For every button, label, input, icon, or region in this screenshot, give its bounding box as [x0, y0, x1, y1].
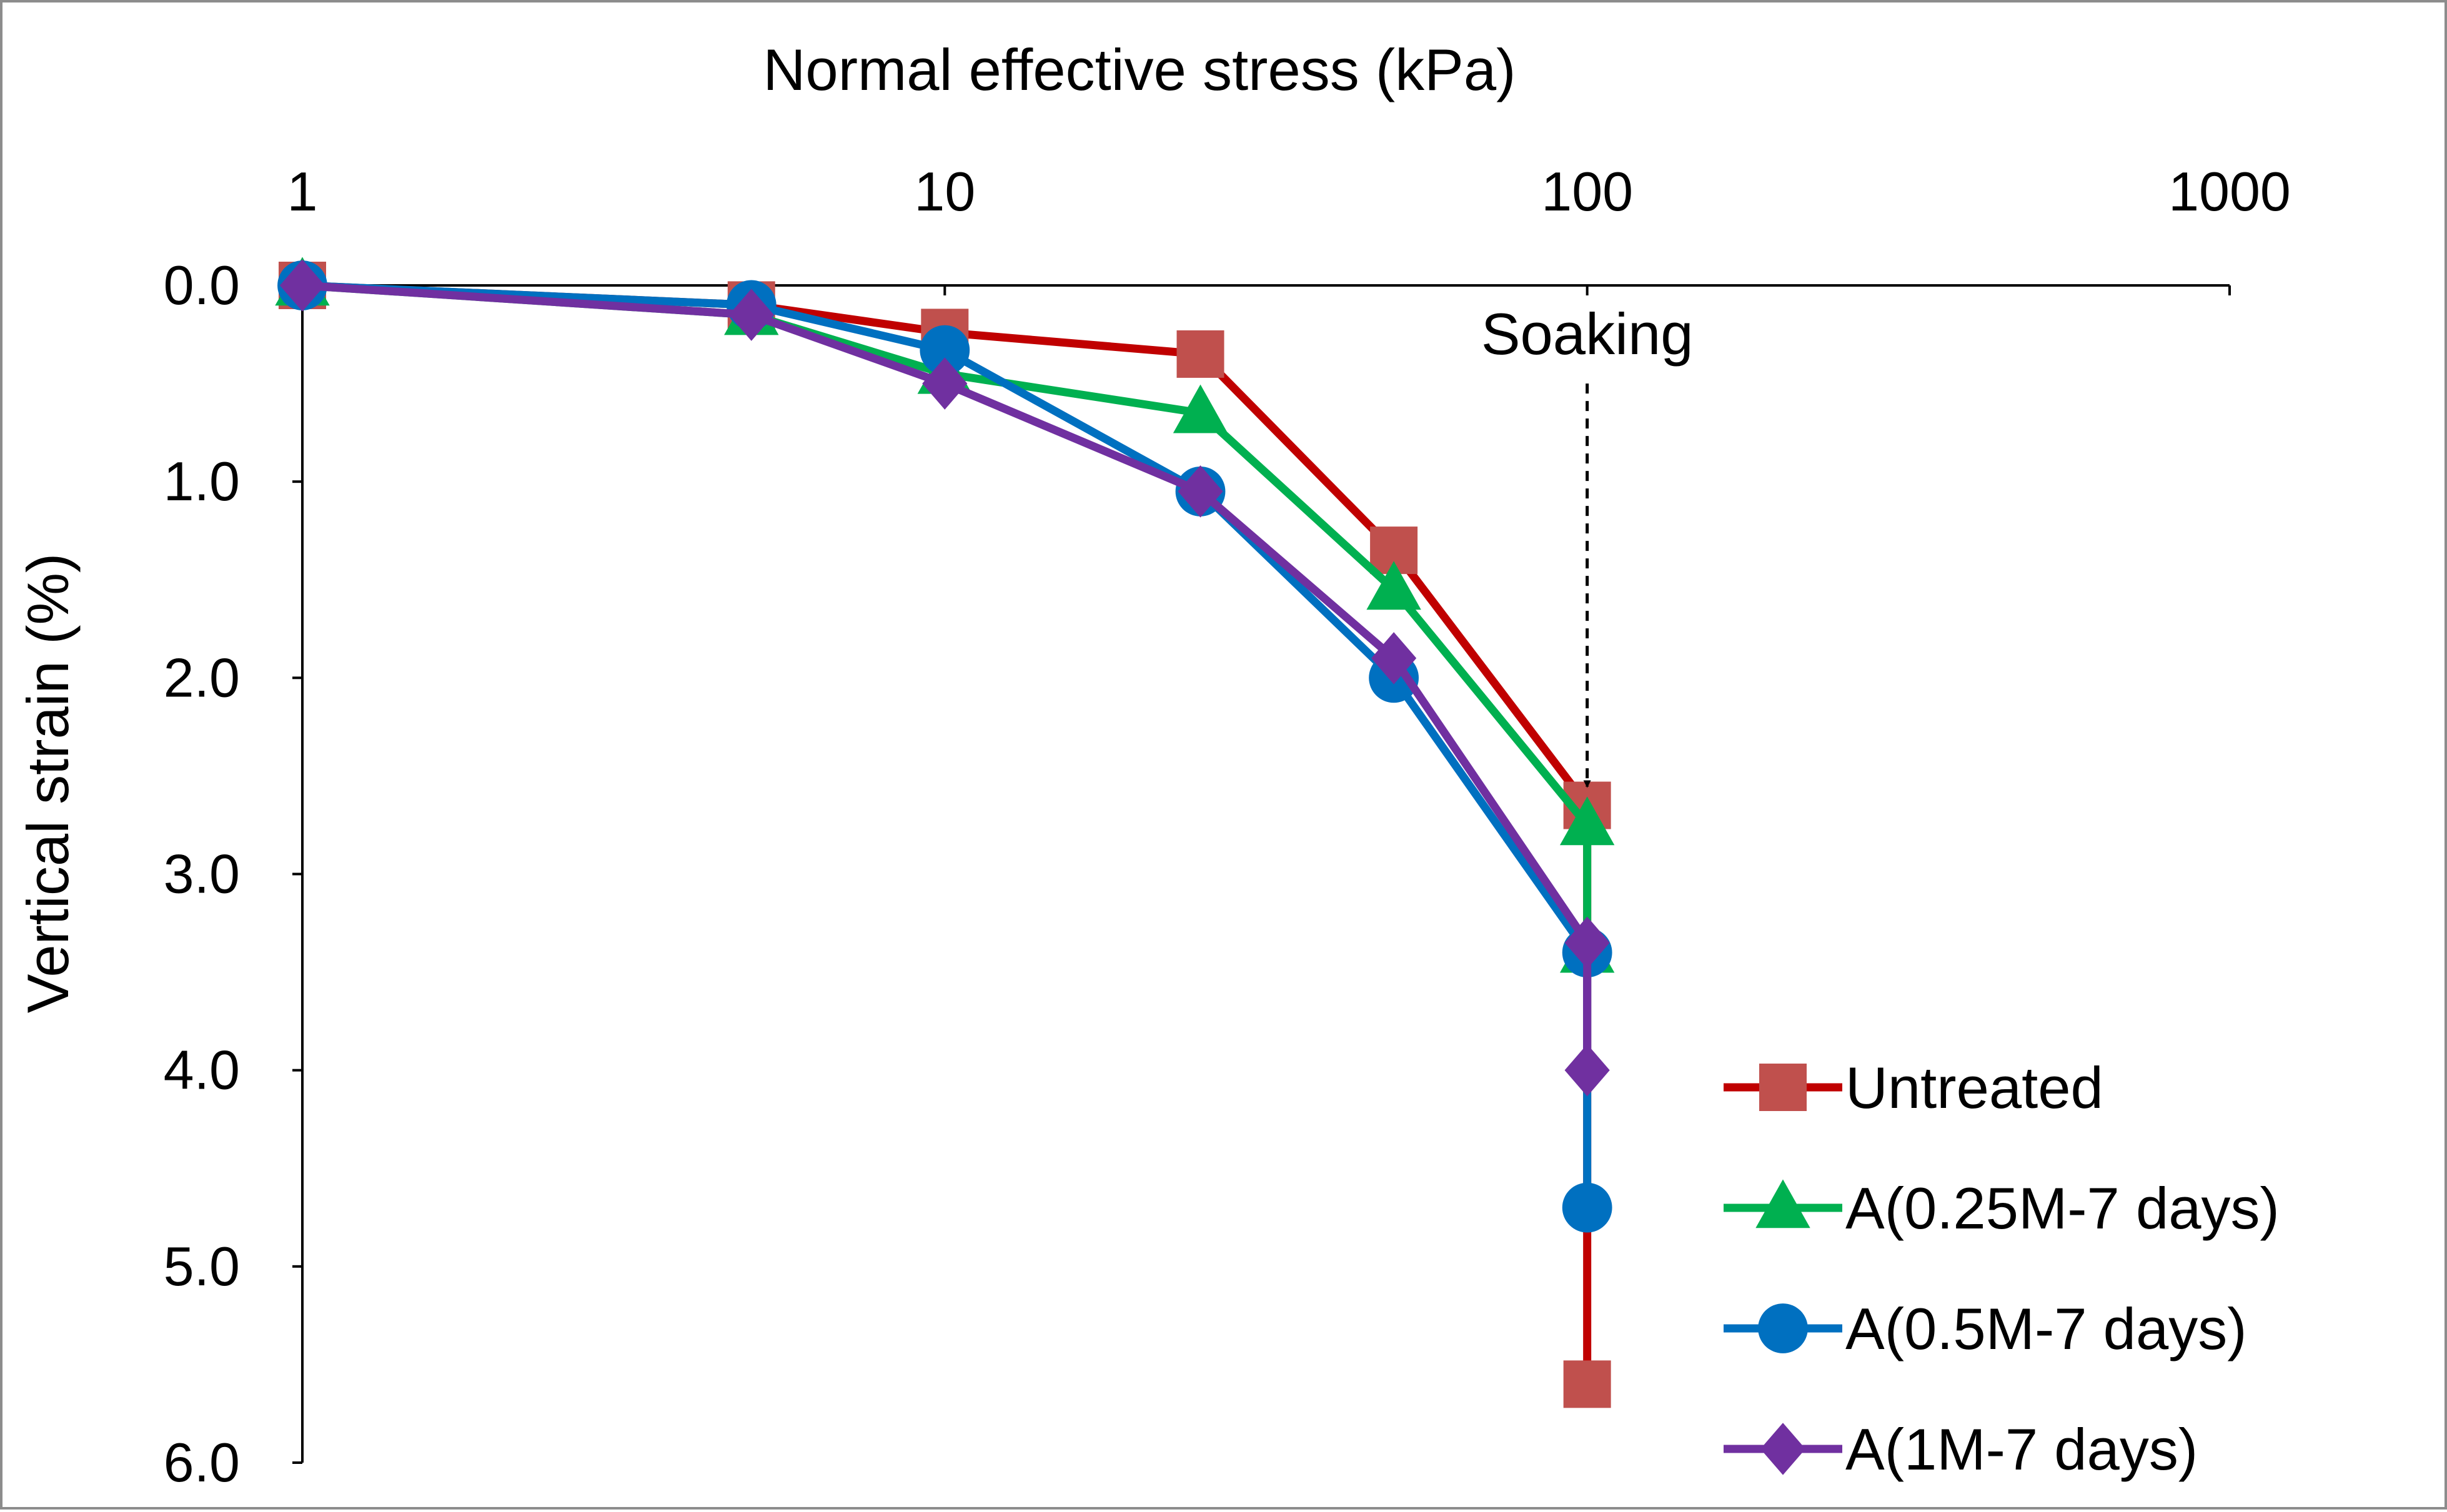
legend-label: A(1M-7 days) [1845, 1416, 2198, 1482]
legend-item: A(0.25M-7 days) [1724, 1175, 2280, 1241]
data-point [1564, 1044, 1610, 1097]
data-point [1178, 465, 1223, 518]
x-tick-label: 100 [1541, 161, 1633, 222]
series-layer [275, 257, 1615, 1408]
series-line [302, 281, 1592, 1385]
data-point [1366, 561, 1421, 610]
y-tick-label: 1.0 [164, 450, 240, 512]
data-point [922, 357, 968, 410]
data-point [1563, 1360, 1611, 1408]
x-axis-title: Normal effective stress (kPa) [763, 37, 1516, 102]
data-point [1559, 796, 1615, 846]
series-1 [279, 262, 1611, 1408]
legend-item: A(1M-7 days) [1724, 1416, 2198, 1482]
axes: 1 10 100 1000 0.0 1.0 2.0 3.0 4.0 5.0 6.0 [164, 161, 2291, 1493]
y-tick-label: 4.0 [164, 1039, 240, 1101]
series-4 [279, 259, 1610, 1097]
legend-swatch-marker [1759, 1064, 1807, 1111]
data-point [1173, 384, 1228, 433]
y-tick-label: 3.0 [164, 843, 240, 905]
y-tick-label: 2.0 [164, 646, 240, 708]
data-point [1562, 1182, 1612, 1233]
legend-item: A(0.5M-7 days) [1724, 1296, 2247, 1361]
annotation-label: Soaking [1481, 301, 1694, 367]
legend: Untreated A(0.25M-7 days) A(0.5M-7 days) A(… [1724, 1055, 2280, 1482]
data-point [1564, 916, 1610, 969]
series-line [302, 281, 1592, 1208]
y-tick-label: 0.0 [164, 254, 240, 316]
data-point [920, 325, 970, 375]
legend-swatch-marker [1755, 1179, 1810, 1228]
legend-label: Untreated [1845, 1055, 2103, 1120]
y-tick-label: 6.0 [164, 1431, 240, 1493]
annotation-layer: Soaking [1481, 301, 1694, 788]
legend-swatch-marker [1758, 1303, 1808, 1353]
y-axis-title: Vertical strain (%) [15, 553, 81, 1014]
x-tick-label: 1000 [2168, 161, 2291, 222]
data-point [728, 289, 774, 341]
x-tick-label: 1 [287, 161, 318, 222]
x-tick-label: 10 [914, 161, 975, 222]
data-point [1176, 330, 1224, 378]
legend-swatch-marker [1760, 1423, 1806, 1475]
legend-label: A(0.25M-7 days) [1845, 1175, 2280, 1241]
data-point [279, 259, 325, 312]
y-tick-label: 5.0 [164, 1235, 240, 1297]
legend-label: A(0.5M-7 days) [1845, 1296, 2247, 1361]
legend-item: Untreated [1724, 1055, 2103, 1120]
data-point [1371, 632, 1417, 684]
